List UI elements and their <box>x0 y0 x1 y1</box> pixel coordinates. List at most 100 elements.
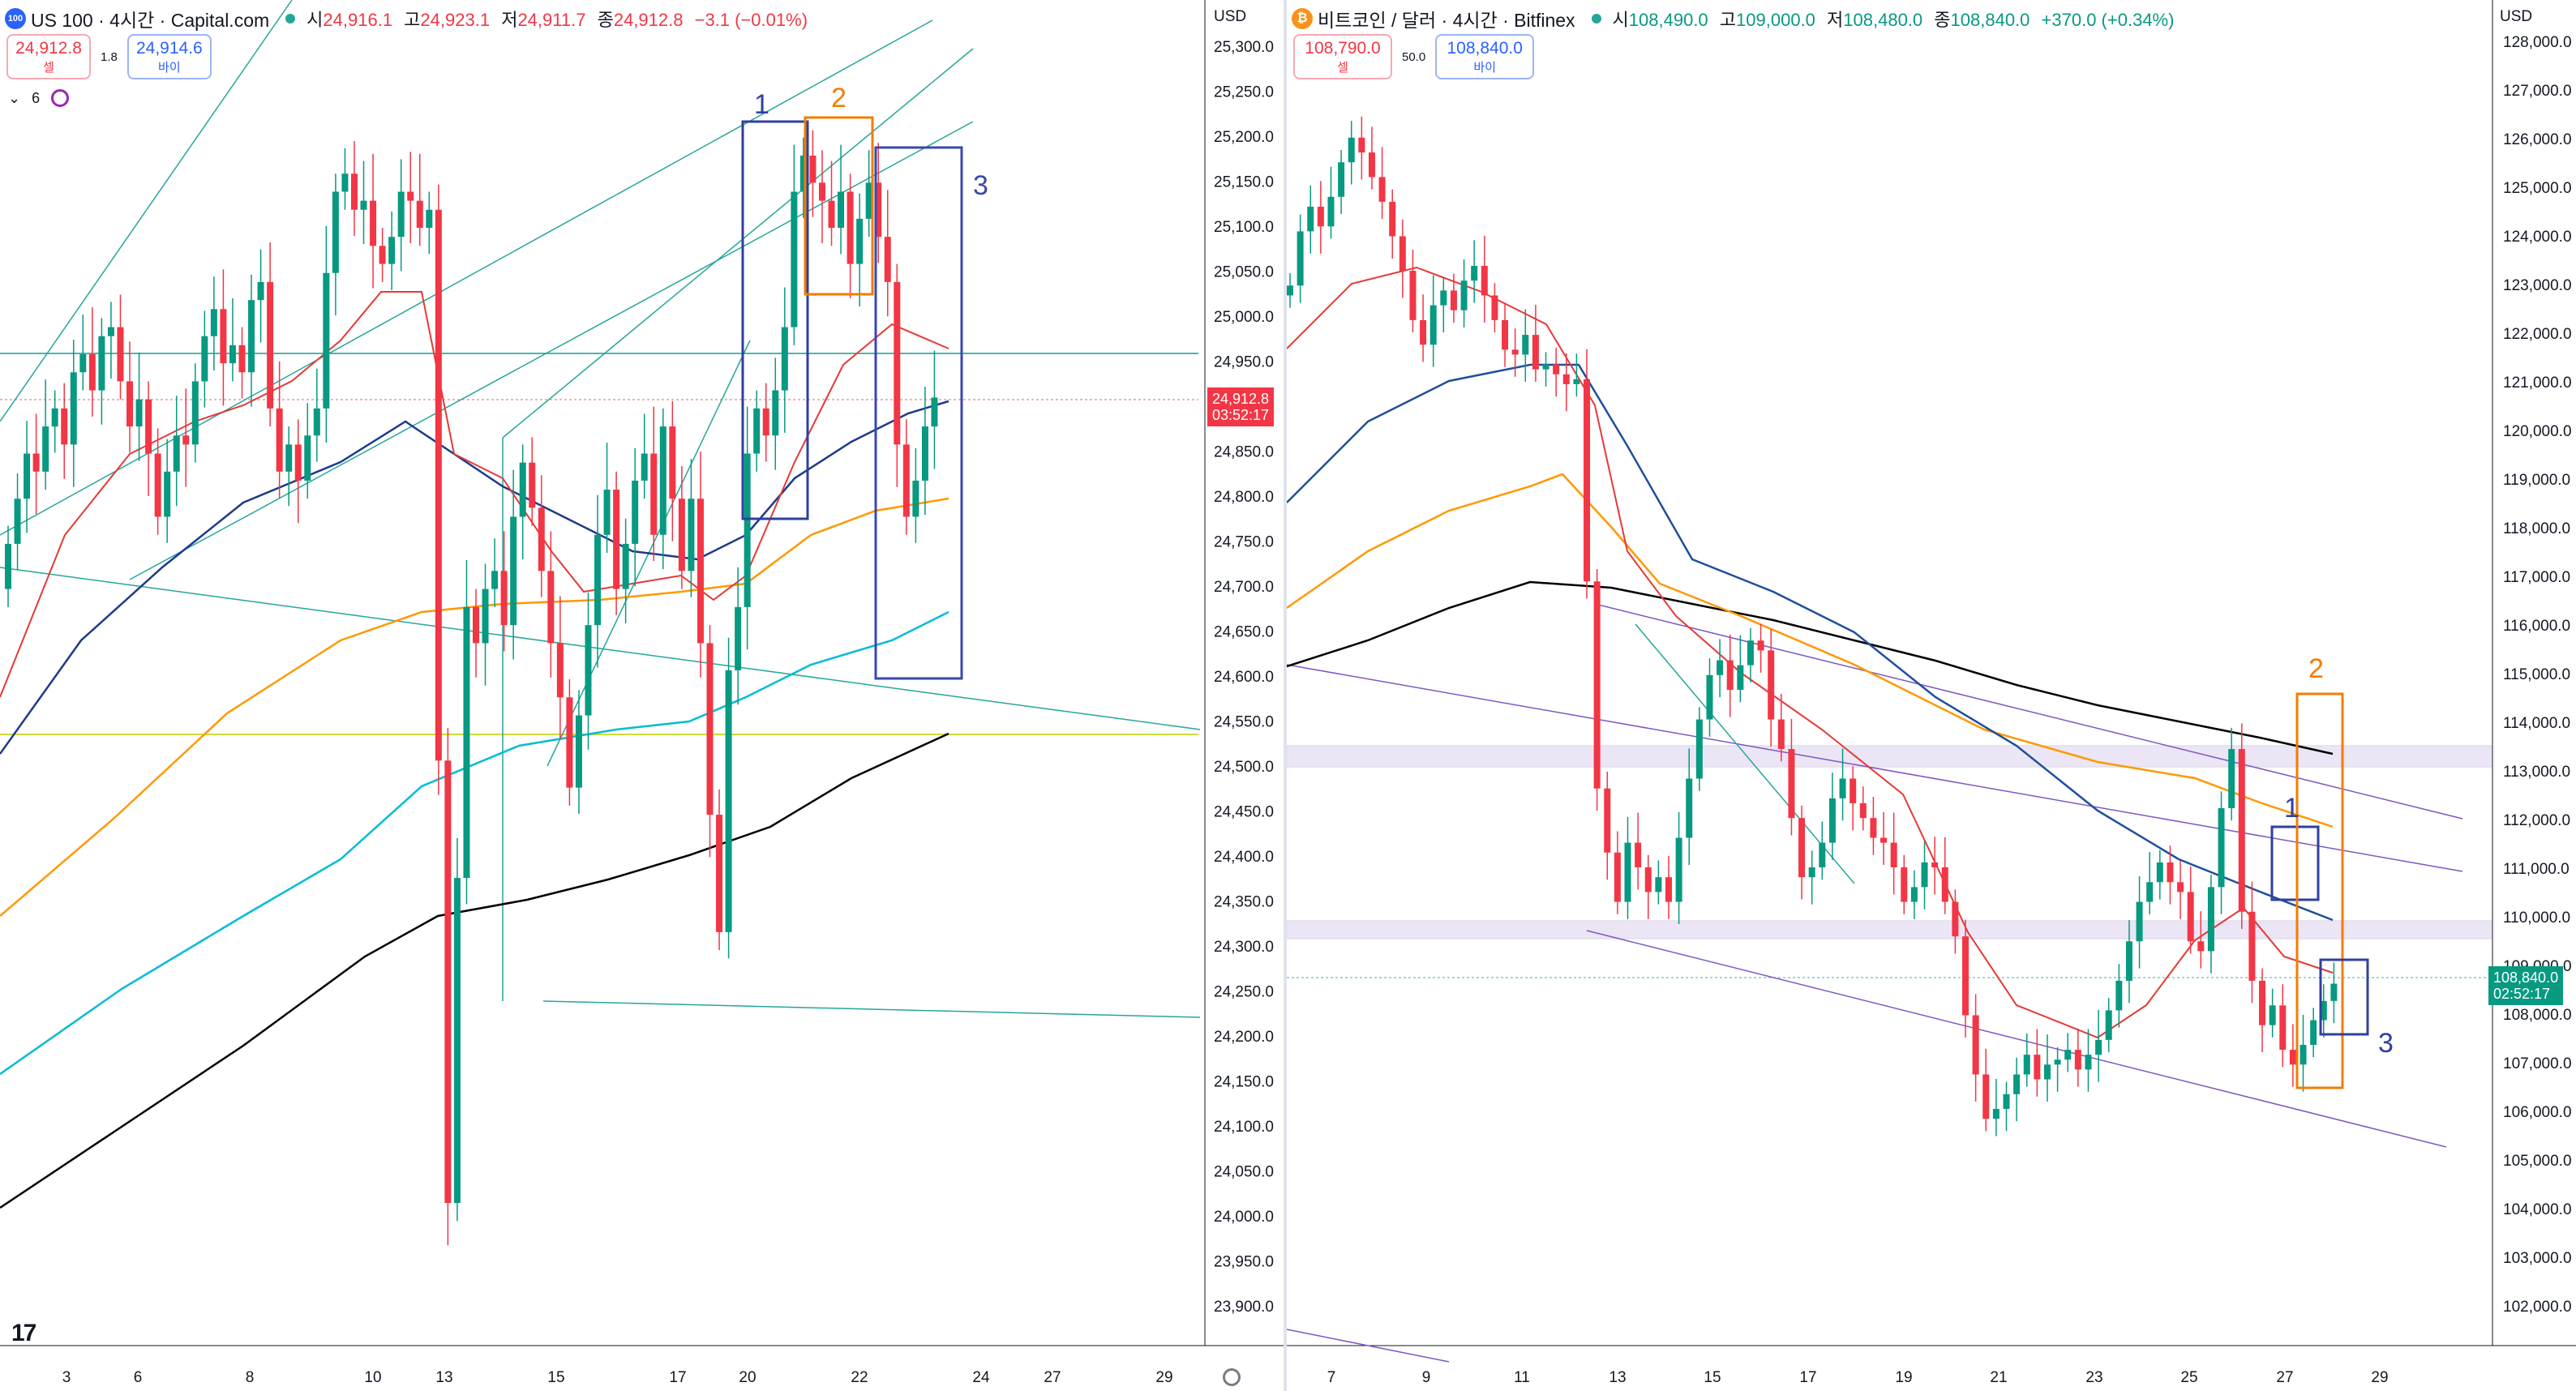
candle-up <box>2269 1005 2276 1025</box>
price-axis-tick: 24,500.0 <box>1214 759 1274 776</box>
resistance-zone <box>1287 745 2493 768</box>
candle-up <box>2125 941 2132 981</box>
panel-divider[interactable] <box>1284 0 1287 1391</box>
candle-down <box>1870 818 1877 838</box>
price-axis-tick: 24,550.0 <box>1214 714 1274 731</box>
price-axis-tick: 119,000.0 <box>2503 472 2570 489</box>
candle-down <box>650 453 658 535</box>
annotation-label-1: 1 <box>2284 793 2300 824</box>
candle-up <box>135 399 143 427</box>
tradingview-logo-icon[interactable]: 17 <box>11 1320 36 1346</box>
annotation-label-1: 1 <box>754 89 769 120</box>
candle-down <box>182 435 190 445</box>
candle-up <box>641 453 648 481</box>
candle-up <box>2156 862 2163 883</box>
candle-up <box>98 336 105 391</box>
candle-up <box>1440 290 1447 306</box>
channel-line <box>1586 930 2447 1148</box>
nasdaq-chart-panel[interactable]: 25,300.0 25,250.0 25,200.0 25,150.0 25,100.0… <box>0 0 1284 1391</box>
candle-up <box>2310 1020 2317 1045</box>
candle-down <box>1941 867 1948 902</box>
price-axis-tick: 24,950.0 <box>1214 354 1274 371</box>
price-axis-tick: 111,000.0 <box>2503 861 2570 878</box>
candle-down <box>2034 1055 2041 1080</box>
candle-up <box>744 453 751 607</box>
candle-down <box>2289 1050 2296 1065</box>
indicator-toggle[interactable]: ⌄ 6 <box>8 89 70 107</box>
buy-button[interactable]: 108,840.0 바이 <box>1435 34 1535 79</box>
candle-up <box>1655 877 1662 892</box>
sync-icon[interactable] <box>51 89 70 107</box>
candle-up <box>1808 867 1815 878</box>
candle-up <box>2023 1055 2030 1075</box>
price-axis-tick: 104,000.0 <box>2503 1201 2572 1218</box>
channel-line <box>1287 664 2463 872</box>
price-axis-tick: 112,000.0 <box>2503 812 2570 829</box>
annotation-label-3: 3 <box>973 170 988 201</box>
trend-line <box>0 19 933 536</box>
date-axis-tick: 15 <box>547 1369 564 1386</box>
resistance-zone <box>1287 920 2493 939</box>
candle-down <box>1635 842 1642 868</box>
ma100-line <box>1287 473 2334 828</box>
price-axis-tick: 127,000.0 <box>2503 83 2572 100</box>
candle-up <box>2013 1074 2021 1094</box>
candle-up <box>603 490 611 535</box>
candle-up <box>463 606 470 879</box>
candle-up <box>304 435 311 481</box>
candle-down <box>1972 1015 1979 1075</box>
candle-down <box>538 507 545 571</box>
candle-down <box>1593 581 1601 789</box>
candle-down <box>678 499 685 571</box>
candle-up <box>1327 196 1335 227</box>
candle-up <box>2330 983 2338 1001</box>
symbol-logo-icon: 100 <box>5 8 26 29</box>
date-axis-tick: 13 <box>435 1369 452 1386</box>
candle-up <box>1287 285 1293 296</box>
candle-down <box>1931 862 1939 868</box>
ma200-line <box>0 732 949 1209</box>
price-axis-tick: 24,650.0 <box>1214 624 1274 641</box>
nasdaq-price-chart[interactable]: 25,300.0 25,250.0 25,200.0 25,150.0 25,100.0… <box>0 0 1284 1391</box>
annotation-box-3 <box>874 146 963 680</box>
candle-down <box>435 209 442 761</box>
candle-up <box>1737 665 1744 691</box>
ma50-line <box>1287 363 2334 922</box>
buy-button[interactable]: 24,914.6 바이 <box>126 34 212 79</box>
symbol-title[interactable]: US 100 · 4시간 · Capital.com <box>31 10 270 31</box>
sell-button[interactable]: 108,790.0 셀 <box>1293 34 1392 79</box>
candle-up <box>164 471 171 517</box>
candle-down <box>1450 290 1457 310</box>
bitcoin-chart-panel[interactable]: 128,000.0 127,000.0 126,000.0 125,000.0 124,… <box>1287 0 2576 1391</box>
chevron-down-icon[interactable]: ⌄ <box>8 89 21 106</box>
bitcoin-price-chart[interactable]: 128,000.0 127,000.0 126,000.0 125,000.0 124,… <box>1287 0 2576 1391</box>
candle-up <box>1338 162 1345 197</box>
candle-up <box>1675 837 1682 902</box>
sell-button[interactable]: 24,912.8 셀 <box>6 34 91 79</box>
price-axis-tick: 25,300.0 <box>1214 39 1274 56</box>
candle-down <box>473 606 479 644</box>
price-axis-tick: 110,000.0 <box>2503 909 2570 927</box>
gear-icon[interactable] <box>1223 1368 1241 1386</box>
date-axis-tick: 17 <box>1799 1369 1816 1386</box>
candle-up <box>912 480 919 517</box>
candle-down <box>276 408 283 472</box>
price-axis-tick: 103,000.0 <box>2503 1250 2572 1267</box>
candle-down <box>444 760 452 1204</box>
date-axis-tick: 20 <box>739 1369 756 1386</box>
date-axis-tick: 15 <box>1704 1369 1721 1386</box>
candle-up <box>865 182 872 219</box>
price-axis-tick: 118,000.0 <box>2503 520 2570 537</box>
candle-down <box>1584 379 1591 582</box>
symbol-title[interactable]: 비트코인 / 달러 · 4시간 · Bitfinex <box>1318 10 1575 31</box>
candle-up <box>2207 887 2214 952</box>
candle-up <box>1542 364 1549 370</box>
candle-up <box>14 499 21 544</box>
candle-up <box>632 480 639 544</box>
price-axis-tick: 128,000.0 <box>2503 34 2572 51</box>
candle-down <box>1358 137 1365 153</box>
annotation-box-1 <box>741 120 809 520</box>
candle-up <box>323 272 330 409</box>
candle-down <box>818 182 825 201</box>
candle-down <box>500 571 508 626</box>
